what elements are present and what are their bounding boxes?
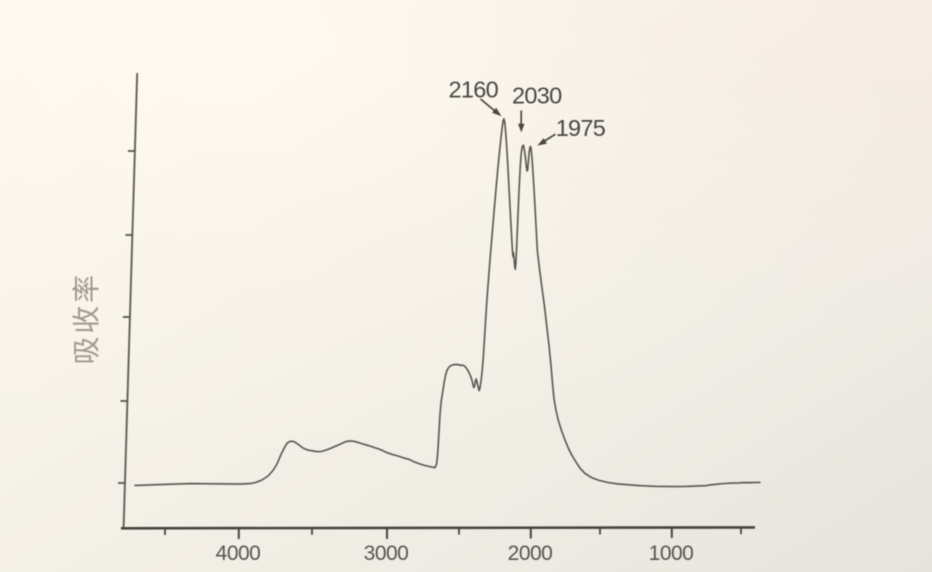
svg-text:4000: 4000 (216, 542, 261, 565)
svg-text:2030: 2030 (512, 83, 562, 109)
svg-text:2160: 2160 (449, 76, 499, 102)
svg-text:2000: 2000 (508, 542, 553, 565)
svg-text:3000: 3000 (364, 542, 409, 565)
svg-text:1975: 1975 (556, 115, 606, 141)
svg-text:吸收率: 吸收率 (71, 272, 102, 364)
svg-text:1000: 1000 (649, 542, 694, 565)
